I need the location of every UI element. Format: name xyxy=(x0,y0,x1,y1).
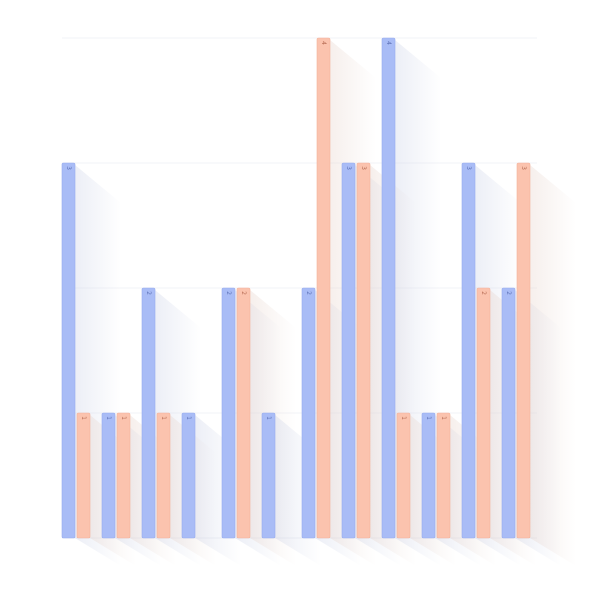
bar-value-label: 2 xyxy=(505,291,512,295)
bar-value-label: 2 xyxy=(225,291,232,295)
bars xyxy=(61,37,531,539)
bar-value-label: 1 xyxy=(80,416,87,420)
bar-value-labels: 3 1 1 1 2 1 1 2 2 1 2 4 3 3 4 1 1 1 3 2 2 3 xyxy=(65,41,527,420)
bar-series2-10 xyxy=(436,412,451,539)
bar-value-label: 4 xyxy=(320,41,327,45)
bar-series1-10 xyxy=(421,412,436,539)
bar-series2-2 xyxy=(116,412,131,539)
bar-value-label: 3 xyxy=(520,166,527,170)
bar-value-label: 3 xyxy=(465,166,472,170)
bar-series2-7 xyxy=(316,37,331,539)
bar-series1-6 xyxy=(261,412,276,539)
bar-series1-3 xyxy=(141,287,156,539)
bar-value-label: 4 xyxy=(385,41,392,45)
bar-series1-11 xyxy=(461,162,476,539)
bar-value-label: 1 xyxy=(265,416,272,420)
bar-value-label: 2 xyxy=(240,291,247,295)
bar-series1-5 xyxy=(221,287,236,539)
bar-value-label: 1 xyxy=(105,416,112,420)
bar-series2-1 xyxy=(76,412,91,539)
bar-series2-9 xyxy=(396,412,411,539)
bar-value-label: 1 xyxy=(160,416,167,420)
bar-value-label: 1 xyxy=(120,416,127,420)
bar-series2-3 xyxy=(156,412,171,539)
bar-value-label: 3 xyxy=(345,166,352,170)
bar-shadow xyxy=(530,165,576,566)
bar-series1-4 xyxy=(181,412,196,539)
bar-series1-7 xyxy=(301,287,316,539)
bar-series1-1 xyxy=(61,162,76,539)
bar-value-label: 3 xyxy=(65,166,72,170)
bar-value-label: 2 xyxy=(480,291,487,295)
bar-series1-8 xyxy=(341,162,356,539)
bar-series2-11 xyxy=(476,287,491,539)
bar-series2-5 xyxy=(236,287,251,539)
bar-series2-12 xyxy=(516,162,531,539)
bar-series1-9 xyxy=(381,37,396,539)
bar-value-label: 1 xyxy=(425,416,432,420)
bar-value-label: 1 xyxy=(440,416,447,420)
bar-value-label: 1 xyxy=(400,416,407,420)
bar-series1-2 xyxy=(101,412,116,539)
bar-series1-12 xyxy=(501,287,516,539)
bar-series2-8 xyxy=(356,162,371,539)
bar-value-label: 2 xyxy=(145,291,152,295)
bar-value-label: 2 xyxy=(305,291,312,295)
bar-value-label: 1 xyxy=(185,416,192,420)
bar-value-label: 3 xyxy=(360,166,367,170)
